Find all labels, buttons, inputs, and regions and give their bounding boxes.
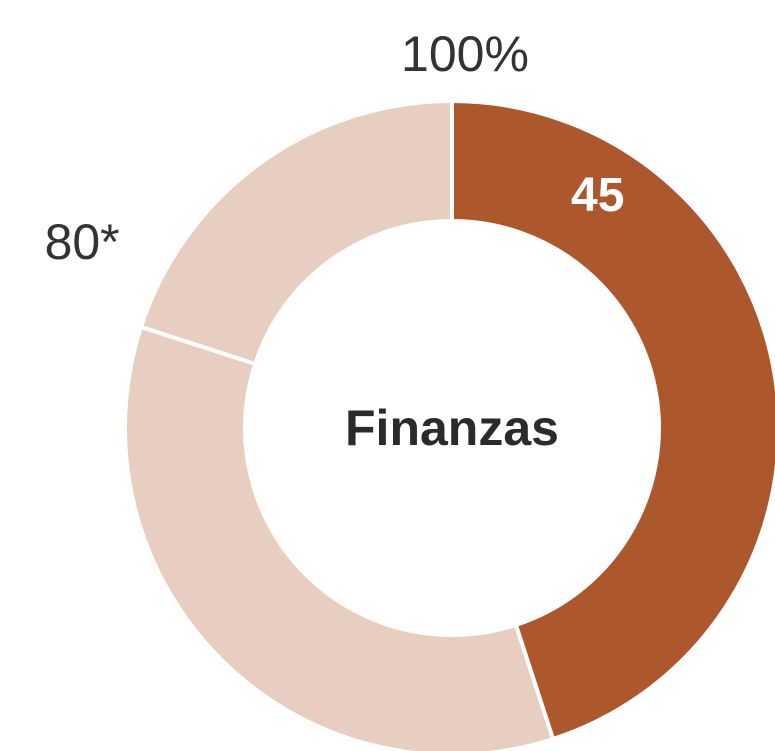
value-label: 45 (571, 169, 624, 222)
donut-segment (450, 98, 775, 742)
tick-label: 80* (45, 214, 120, 270)
donut-segment (123, 324, 556, 751)
tick-label: 100% (401, 26, 529, 82)
donut-segment (138, 98, 454, 367)
chart-title: Finanzas (345, 400, 559, 456)
